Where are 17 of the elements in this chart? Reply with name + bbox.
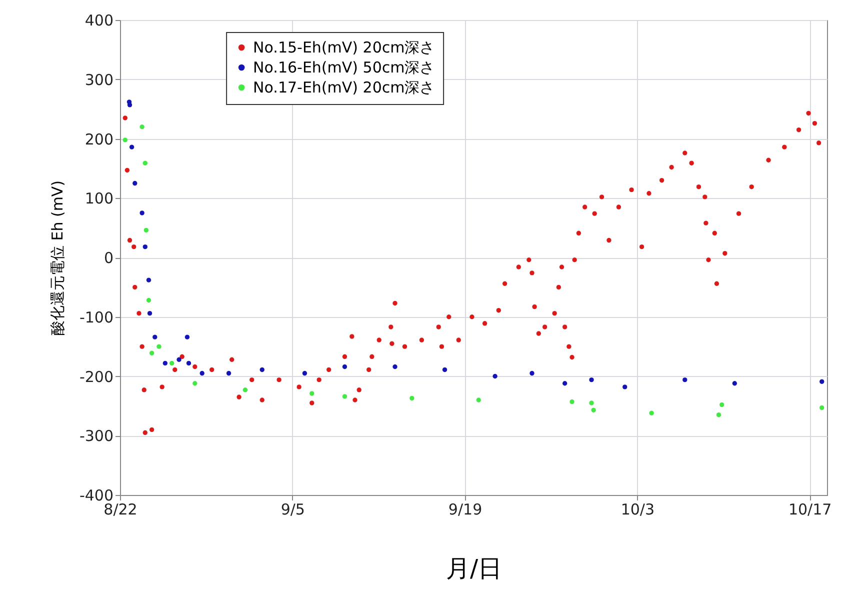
legend-label: No.17-Eh(mV) 20cm深さ bbox=[253, 78, 435, 96]
y-tick-label: 200 bbox=[84, 130, 114, 148]
y-tick-label: 300 bbox=[84, 70, 114, 89]
x-axis-title: 月/日 bbox=[446, 554, 502, 582]
y-tick-label: -100 bbox=[79, 308, 114, 326]
legend-label: No.15-Eh(mV) 20cm深さ bbox=[253, 38, 435, 56]
x-tick-label: 9/19 bbox=[448, 500, 482, 518]
y-tick-label: -200 bbox=[79, 368, 114, 386]
x-tick-label: 9/5 bbox=[280, 500, 305, 518]
legend-label: No.16-Eh(mV) 50cm深さ bbox=[253, 58, 435, 76]
y-tick-label: -300 bbox=[79, 427, 114, 446]
y-tick-label: 0 bbox=[104, 249, 114, 267]
y-tick-label: 100 bbox=[84, 190, 114, 208]
x-tick-label: 10/17 bbox=[788, 500, 832, 518]
y-axis-title: 酸化還元電位 Eh (mV) bbox=[48, 180, 66, 336]
y-tick-label: 400 bbox=[84, 12, 114, 30]
x-tick-label: 10/3 bbox=[620, 500, 655, 518]
